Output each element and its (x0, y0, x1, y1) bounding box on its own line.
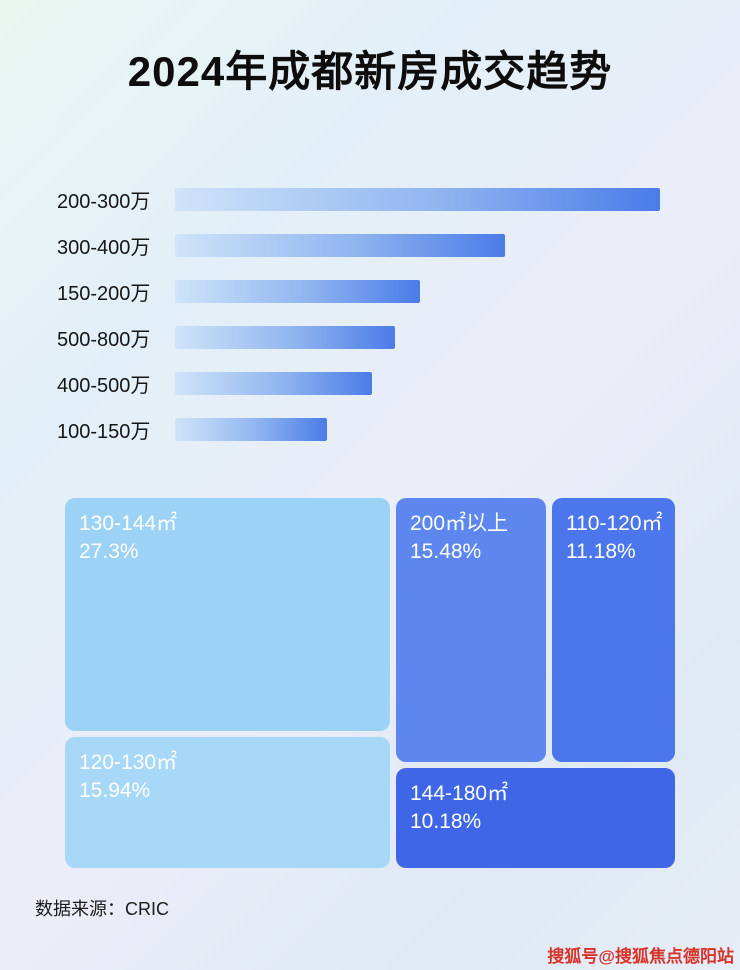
bar-track (175, 279, 660, 303)
bar-category-label: 500-800万 (57, 328, 151, 351)
treemap-block: 130-144㎡ 27.3% (65, 498, 390, 731)
data-source-note: 数据来源：CRIC (35, 899, 169, 919)
bar (175, 417, 327, 441)
bar-track (175, 371, 660, 395)
bar-track (175, 417, 660, 441)
treemap-block-value: 11.18% (566, 540, 636, 563)
bar-track (175, 187, 660, 211)
bar-category-label: 150-200万 (57, 282, 151, 305)
bar (175, 279, 420, 303)
treemap-block-value: 15.94% (79, 779, 151, 802)
bar-category-label: 300-400万 (57, 236, 151, 259)
bar-row: 300-400万 (0, 222, 740, 268)
bar-category-label: 200-300万 (57, 190, 151, 213)
treemap-block: 200㎡以上 15.48% (396, 498, 546, 762)
watermark: 搜狐号@搜狐焦点德阳站 (547, 947, 734, 966)
bar-row: 150-200万 (0, 268, 740, 314)
bar-track (175, 325, 660, 349)
treemap-block-label: 200㎡以上 (410, 512, 509, 535)
bar-category-label: 400-500万 (57, 374, 151, 397)
bar-row: 200-300万 (0, 176, 740, 222)
treemap-block: 120-130㎡ 15.94% (65, 737, 390, 868)
bar-row: 100-150万 (0, 406, 740, 452)
bar (175, 187, 660, 211)
price-band-bar-chart: 200-300万 300-400万 150-200万 500-800万 400-… (0, 176, 740, 452)
bar-track (175, 233, 660, 257)
treemap-block-label: 120-130㎡ (79, 751, 178, 774)
bar-row: 500-800万 (0, 314, 740, 360)
bar (175, 325, 396, 349)
treemap-block-value: 27.3% (79, 540, 139, 563)
treemap-block-label: 144-180㎡ (410, 782, 509, 805)
bar-row: 400-500万 (0, 360, 740, 406)
bar-category-label: 100-150万 (57, 420, 151, 443)
bar (175, 371, 372, 395)
treemap-block-label: 130-144㎡ (79, 512, 178, 535)
treemap-block-value: 15.48% (410, 540, 482, 563)
bar (175, 233, 505, 257)
treemap-block: 110-120㎡ 11.18% (552, 498, 675, 762)
page-title: 2024年成都新房成交趋势 (127, 48, 613, 95)
treemap-block-label: 110-120㎡ (566, 512, 663, 535)
treemap-block: 144-180㎡ 10.18% (396, 768, 675, 868)
treemap-block-value: 10.18% (410, 810, 482, 833)
